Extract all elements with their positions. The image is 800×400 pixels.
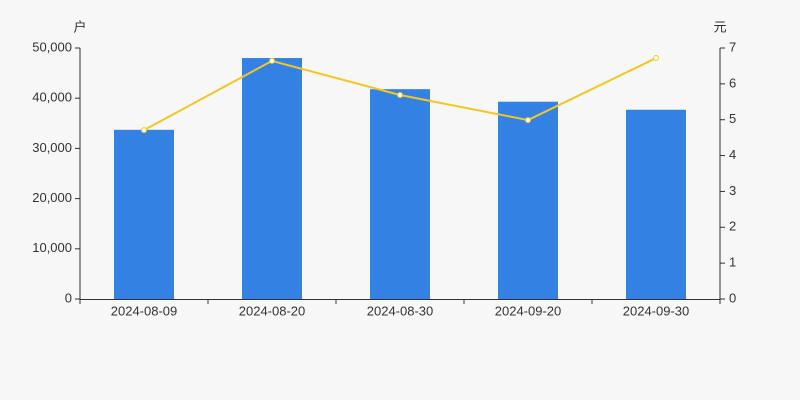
- y2-tick-label: 3: [729, 183, 736, 198]
- y-tick-label: 30,000: [32, 140, 72, 155]
- y2-tick-label: 6: [729, 75, 736, 90]
- line-point: [653, 55, 659, 62]
- line-point: [269, 57, 275, 64]
- y-tick-label: 50,000: [32, 39, 72, 54]
- bar: [498, 101, 558, 300]
- y-tick-label: 10,000: [32, 240, 72, 255]
- line-point: [525, 117, 531, 124]
- y-axis-label: 户: [73, 19, 86, 34]
- y2-tick-label: 0: [729, 290, 736, 305]
- x-tick-label: 2024-09-30: [623, 303, 690, 318]
- y2-tick-label: 4: [729, 147, 736, 162]
- y2-tick-label: 5: [729, 111, 736, 126]
- y2-axis-label: 元: [713, 19, 726, 34]
- line-point: [141, 127, 147, 134]
- bar: [626, 109, 686, 299]
- y2-tick-label: 7: [729, 39, 736, 54]
- x-tick-label: 2024-08-09: [111, 303, 178, 318]
- bar: [242, 58, 302, 299]
- bar: [370, 89, 430, 299]
- bar: [114, 129, 174, 299]
- x-tick-label: 2024-09-20: [495, 303, 562, 318]
- line-point: [397, 91, 403, 98]
- x-tick-label: 2024-08-30: [367, 303, 434, 318]
- y-tick-label: 40,000: [32, 90, 72, 105]
- y-tick-label: 0: [65, 290, 72, 305]
- y2-tick-label: 2: [729, 219, 736, 234]
- y2-tick-label: 1: [729, 255, 736, 270]
- x-tick-label: 2024-08-20: [239, 303, 306, 318]
- y-tick-label: 20,000: [32, 190, 72, 205]
